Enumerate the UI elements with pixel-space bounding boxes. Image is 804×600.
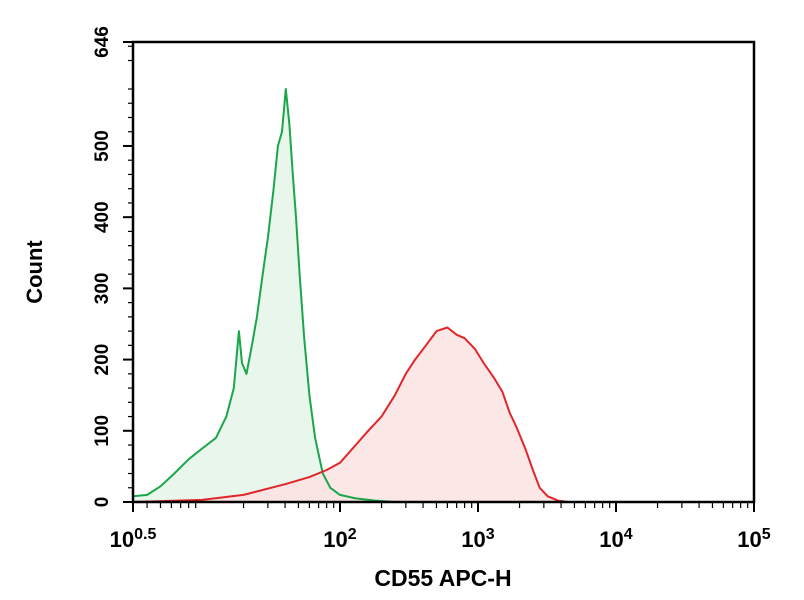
series-1-area (133, 89, 395, 502)
x-tick-label-3: 104 (599, 526, 632, 552)
y-tick-label-0: 0 (92, 497, 113, 508)
x-axis-title: CD55 APC-H (374, 565, 511, 591)
series-layer (132, 88, 569, 503)
y-tick-label-2: 200 (92, 344, 113, 376)
y-tick-label-1: 100 (92, 415, 113, 447)
y-tick-label-5: 500 (92, 130, 113, 162)
x-tick-label-4: 105 (737, 526, 770, 552)
x-tick-label-0: 100.5 (110, 526, 157, 552)
ticks-layer: 0 100 200 300 400 500 646 100.5 102 103 104 105 (92, 26, 771, 552)
y-axis-title: Count (22, 240, 47, 304)
series-1-line (132, 88, 395, 503)
x-tick-label-2: 103 (461, 526, 494, 552)
y-tick-label-3: 300 (92, 273, 113, 305)
series-2-line (132, 326, 569, 503)
x-tick-label-1: 102 (323, 526, 356, 552)
plot-frame (131, 40, 756, 504)
y-tick-label-6: 646 (92, 26, 113, 58)
y-tick-label-4: 400 (92, 201, 113, 233)
series-2-area (133, 327, 569, 502)
